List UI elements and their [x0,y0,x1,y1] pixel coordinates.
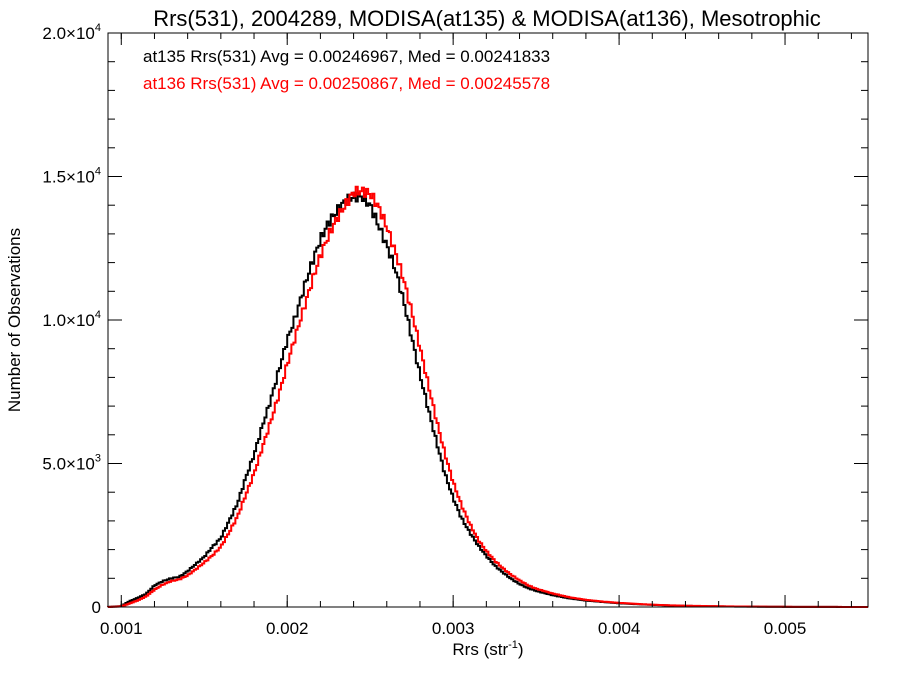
y-tick-label-main: 0 [92,598,101,617]
y-tick-label-main: 1.5×10 [42,168,94,187]
x-tick-label: 0.001 [100,619,143,638]
legend-annotations: at135 Rrs(531) Avg = 0.00246967, Med = 0… [143,47,550,93]
x-tick-label: 0.004 [598,619,641,638]
x-tick-label: 0.002 [266,619,309,638]
y-tick-label-main: 2.0×10 [42,24,94,43]
y-tick-label: 5.0×103 [42,453,101,474]
y-tick-label: 0 [92,598,101,617]
series-2-line [107,185,868,608]
chart-title: Rrs(531), 2004289, MODISA(at135) & MODIS… [153,6,821,31]
y-tick-label-main: 1.0×10 [42,311,94,330]
x-tick-label: 0.003 [432,619,475,638]
y-tick-label-exp: 4 [95,166,101,178]
annotation-1: at135 Rrs(531) Avg = 0.00246967, Med = 0… [143,47,550,66]
x-axis-label-tail: ) [518,640,524,659]
y-axis-label: Number of Observations [5,228,24,412]
y-tick-label-exp: 4 [95,309,101,321]
y-tick-label: 1.0×104 [42,309,101,330]
y-tick-label: 1.5×104 [42,166,101,187]
x-axis: 0.001 0.002 0.003 0.004 0.005 [100,33,852,638]
y-tick-label-main: 5.0×10 [42,455,94,474]
x-axis-label-main: Rrs (str [452,640,508,659]
y-tick-label-exp: 3 [95,453,101,465]
annotation-2: at136 Rrs(531) Avg = 0.00250867, Med = 0… [143,74,550,93]
y-tick-label: 2.0×104 [42,22,101,43]
x-tick-label: 0.005 [764,619,807,638]
x-axis-label-sup: -1 [508,639,518,651]
y-tick-label-exp: 4 [95,22,101,34]
x-axis-label: Rrs (str-1) [452,639,523,659]
